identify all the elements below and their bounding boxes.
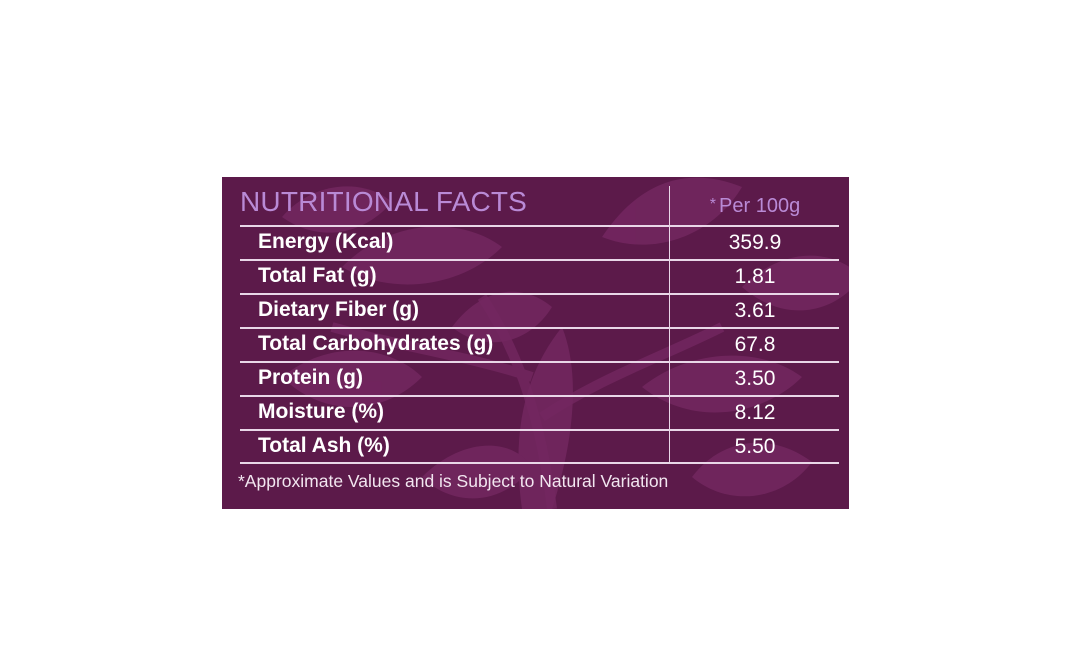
table-row: Total Ash (%) 5.50: [240, 431, 839, 463]
nutrient-label: Total Carbohydrates (g): [258, 332, 494, 355]
table-row: Dietary Fiber (g) 3.61: [240, 295, 839, 327]
nutrient-label: Moisture (%): [258, 400, 384, 423]
table-title: NUTRITIONAL FACTS: [240, 186, 528, 217]
nutrient-value: 67.8: [734, 333, 776, 356]
row-divider: [240, 395, 839, 397]
column-divider: [669, 186, 670, 463]
per-asterisk: *: [709, 196, 717, 213]
row-divider: [240, 429, 839, 431]
table-row: Energy (Kcal) 359.9: [240, 227, 839, 259]
row-divider: [240, 293, 839, 295]
nutrient-value: 3.50: [734, 367, 776, 390]
per-100g-header: * Per 100g: [670, 195, 840, 218]
nutrient-value: 8.12: [734, 401, 776, 424]
table-row: Total Fat (g) 1.81: [240, 261, 839, 293]
row-divider: [240, 225, 839, 227]
row-divider: [240, 361, 839, 363]
leaf-pattern-background: [282, 177, 849, 509]
per-label: Per 100g: [719, 195, 801, 217]
nutrient-value: 1.81: [734, 265, 776, 288]
nutrient-label: Total Ash (%): [258, 434, 390, 457]
table-row: Protein (g) 3.50: [240, 363, 839, 395]
row-divider: [240, 259, 839, 261]
footnote: *Approximate Values and is Subject to Na…: [238, 471, 669, 491]
nutrient-value: 3.61: [734, 299, 776, 322]
nutrient-value: 359.9: [728, 231, 782, 254]
nutrition-table: NUTRITIONAL FACTS * Per 100g Energy (Kcal…: [222, 177, 849, 509]
row-divider: [240, 462, 839, 464]
table-row: Moisture (%) 8.12: [240, 397, 839, 429]
table-row: Total Carbohydrates (g) 67.8: [240, 329, 839, 361]
nutrient-label: Protein (g): [258, 366, 363, 389]
nutrient-label: Dietary Fiber (g): [258, 298, 420, 321]
nutrition-facts-panel: NUTRITIONAL FACTS * Per 100g Energy (Kcal…: [222, 177, 849, 509]
nutrient-value: 5.50: [734, 435, 776, 458]
nutrient-label: Total Fat (g): [258, 264, 377, 287]
row-divider: [240, 327, 839, 329]
nutrient-label: Energy (Kcal): [258, 230, 394, 253]
